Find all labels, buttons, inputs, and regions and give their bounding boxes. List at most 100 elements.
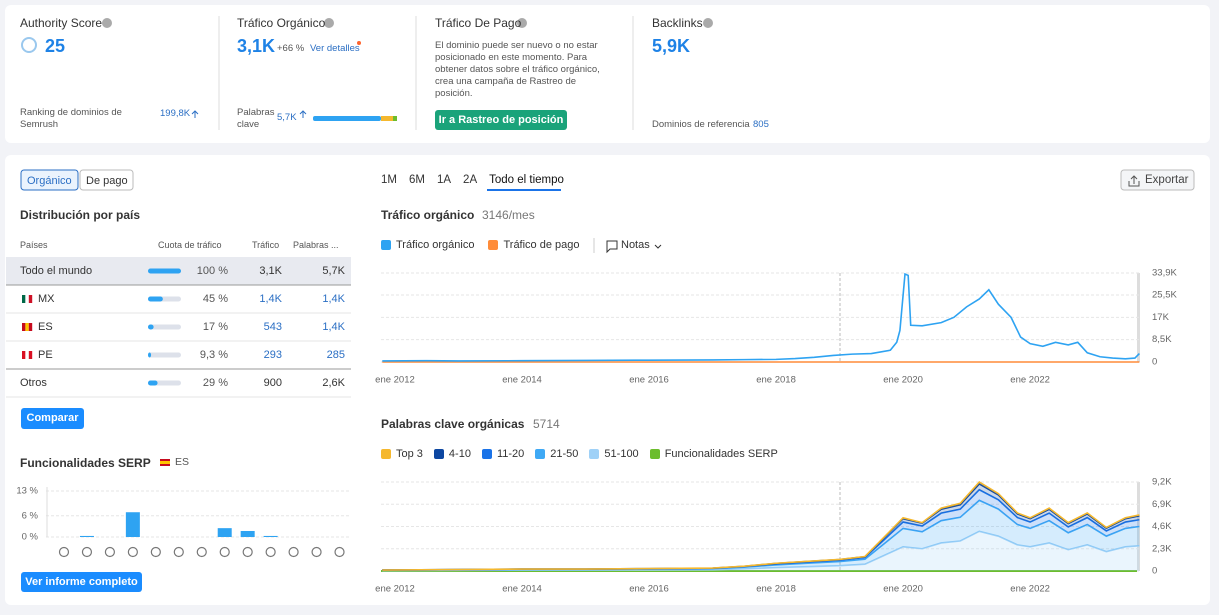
- period-tab[interactable]: 1A: [436, 174, 452, 186]
- position-tracking-button[interactable]: Ir a Rastreo de posición: [435, 110, 567, 130]
- legend-label: Top 3: [396, 448, 423, 460]
- traffic-value[interactable]: 543: [263, 321, 282, 333]
- legend-item[interactable]: 51-100: [589, 447, 639, 461]
- metric-sub-value[interactable]: 199,8K: [160, 108, 191, 119]
- legend-item[interactable]: 21-50: [535, 447, 578, 461]
- share-bar: [148, 352, 152, 358]
- share-bar: [148, 324, 154, 330]
- share-bar: [148, 268, 181, 274]
- legend-label: 11-20: [496, 448, 525, 460]
- feature-icon[interactable]: [334, 546, 345, 558]
- x-tick-label: ene 2016: [629, 375, 669, 386]
- period-tab[interactable]: Todo el tiempo: [489, 174, 564, 186]
- tab-label[interactable]: Orgánico: [27, 175, 72, 187]
- y-tick-label: 13 %: [16, 486, 38, 497]
- info-icon[interactable]: [517, 18, 527, 28]
- feature-icon[interactable]: [81, 546, 93, 558]
- metric-value[interactable]: 3,1K: [237, 36, 276, 56]
- legend-swatch: [649, 449, 660, 459]
- traffic-value[interactable]: 293: [263, 349, 282, 361]
- up-arrow: [191, 110, 199, 118]
- legend-item[interactable]: Top 3: [381, 447, 423, 461]
- y-tick-label: 0 %: [22, 532, 39, 543]
- bar: [79, 535, 94, 537]
- metric-label: Ranking de dominios de Semrush: [20, 107, 122, 130]
- metric-value[interactable]: 5,9K: [652, 36, 691, 56]
- y-tick-label: 2,3K: [1152, 543, 1172, 554]
- notes-label[interactable]: Notas: [621, 239, 650, 251]
- feature-icon[interactable]: [58, 546, 70, 558]
- y-tick-label: 9,2K: [1152, 477, 1172, 488]
- metric-change: +66 %: [277, 43, 305, 54]
- x-tick-label: ene 2022: [1010, 584, 1050, 595]
- details-link[interactable]: Ver detalles: [310, 43, 360, 54]
- notes-icon[interactable]: [606, 240, 618, 254]
- tab-label[interactable]: De pago: [86, 175, 128, 187]
- y-tick-label: 6,9K: [1152, 499, 1172, 510]
- feature-icon[interactable]: [173, 546, 184, 558]
- feature-icon[interactable]: [288, 546, 299, 558]
- series-line: [382, 480, 1140, 571]
- share-bar: [148, 296, 163, 302]
- x-tick-label: ene 2012: [375, 584, 415, 595]
- bar: [125, 512, 140, 537]
- legend-item[interactable]: Tráfico orgánico: [381, 238, 474, 252]
- period-tab[interactable]: 1M: [381, 174, 397, 186]
- traffic-value[interactable]: 1,4K: [259, 293, 282, 305]
- period-tab[interactable]: 2A: [463, 174, 478, 186]
- keyword-mix-bar: [393, 116, 397, 121]
- y-tick-label: 17K: [1152, 312, 1170, 323]
- share-label: 45 %: [202, 293, 228, 305]
- keywords-value[interactable]: 285: [326, 349, 345, 361]
- tab-active[interactable]: [20, 169, 79, 191]
- tab[interactable]: [79, 169, 134, 191]
- metric-sub-value[interactable]: 5,7K: [277, 112, 297, 123]
- x-tick-label: ene 2016: [629, 584, 669, 595]
- feature-icon[interactable]: [150, 546, 161, 558]
- feature-icon[interactable]: [196, 546, 207, 558]
- x-tick-label: ene 2018: [756, 584, 796, 595]
- legend-item[interactable]: 11-20: [481, 447, 525, 461]
- keywords-value[interactable]: 1,4K: [322, 293, 345, 305]
- table-header: Tráfico: [252, 240, 280, 250]
- info-icon[interactable]: [324, 18, 334, 28]
- feature-icon[interactable]: [127, 546, 138, 558]
- legend-item[interactable]: Funcionalidades SERP: [649, 447, 778, 461]
- share-bar: [148, 380, 158, 386]
- up-arrow: [299, 110, 307, 118]
- legend-swatch: [381, 240, 391, 250]
- metric-sub-value[interactable]: 805: [753, 119, 769, 130]
- period-tab[interactable]: 6M: [408, 174, 425, 186]
- period-tabs: 1M 6M 1A 2A Todo el tiempo: [381, 173, 564, 187]
- feature-icon[interactable]: [311, 546, 322, 558]
- table-header: Cuota de tráfico: [158, 240, 222, 250]
- y-tick-label: 8,5K: [1152, 334, 1172, 345]
- flag: [28, 351, 33, 359]
- legend-item[interactable]: Tráfico de pago: [488, 238, 580, 252]
- metric-title: Tráfico Orgánico: [237, 16, 326, 30]
- info-icon[interactable]: [703, 18, 713, 28]
- chevron: [654, 244, 662, 249]
- feature-icon[interactable]: [242, 546, 253, 558]
- feature-icon[interactable]: [104, 546, 116, 558]
- feature-icon[interactable]: [219, 546, 230, 558]
- keywords-value: 5,7K: [322, 265, 345, 277]
- legend: Tráfico orgánico Tráfico de pago: [381, 238, 580, 252]
- keywords-value: 2,6K: [322, 377, 345, 389]
- table-header: Países: [20, 240, 48, 250]
- bar: [217, 528, 232, 537]
- export-label[interactable]: Exportar: [1145, 174, 1189, 186]
- traffic-value: 3,1K: [259, 265, 282, 277]
- legend-label: Tráfico de pago: [503, 239, 580, 251]
- new-dot: [357, 41, 361, 45]
- legend-label: 51-100: [604, 448, 639, 460]
- y-tick-label: 25,5K: [1152, 290, 1177, 301]
- info-icon[interactable]: [102, 18, 112, 28]
- legend-item[interactable]: 4-10: [433, 447, 471, 461]
- compare-button[interactable]: Comparar: [21, 408, 84, 429]
- keywords-value[interactable]: 1,4K: [322, 321, 345, 333]
- metric-title: Tráfico De Pago: [435, 16, 522, 30]
- full-report-button[interactable]: Ver informe completo: [21, 572, 142, 592]
- feature-icon[interactable]: [265, 546, 276, 558]
